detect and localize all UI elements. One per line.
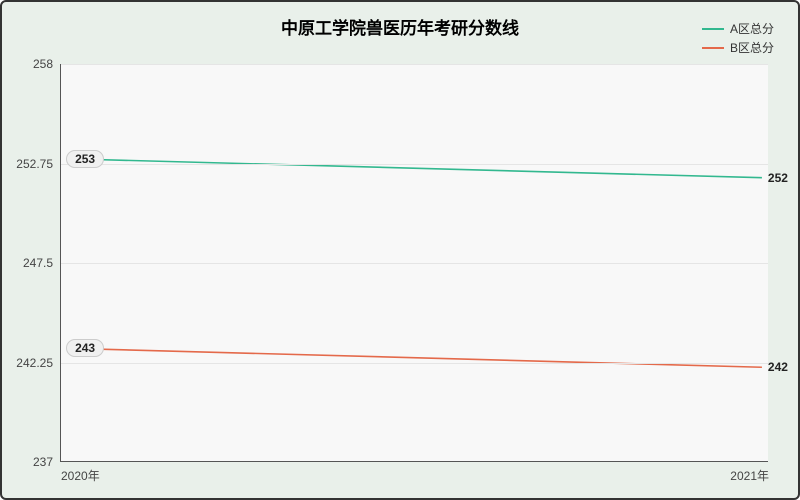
- legend-swatch-b: [702, 47, 724, 49]
- y-tick-label: 247.5: [23, 256, 61, 270]
- y-tick-label: 258: [33, 57, 61, 71]
- value-label: 252: [768, 171, 788, 185]
- y-tick-label: 242.25: [16, 356, 61, 370]
- legend-swatch-a: [702, 28, 724, 30]
- legend: A区总分 B区总分: [702, 20, 774, 58]
- y-tick-label: 237: [33, 455, 61, 469]
- legend-label-a: A区总分: [730, 20, 774, 37]
- gridline: [61, 363, 768, 364]
- x-tick-label: 2020年: [61, 461, 100, 484]
- series-line: [68, 348, 762, 367]
- y-tick-label: 252.75: [16, 157, 61, 171]
- value-label: 253: [66, 150, 104, 168]
- plot-area: 237242.25247.5252.752582020年2021年2532522…: [60, 64, 768, 462]
- legend-item-b: B区总分: [702, 39, 774, 56]
- legend-label-b: B区总分: [730, 39, 774, 56]
- gridline: [61, 263, 768, 264]
- gridline: [61, 64, 768, 65]
- legend-item-a: A区总分: [702, 20, 774, 37]
- value-label: 243: [66, 339, 104, 357]
- gridline: [61, 164, 768, 165]
- chart-title: 中原工学院兽医历年考研分数线: [2, 14, 798, 39]
- series-line: [68, 159, 762, 178]
- value-label: 242: [768, 360, 788, 374]
- chart-container: 中原工学院兽医历年考研分数线 A区总分 B区总分 237242.25247.52…: [0, 0, 800, 500]
- x-tick-label: 2021年: [730, 461, 769, 484]
